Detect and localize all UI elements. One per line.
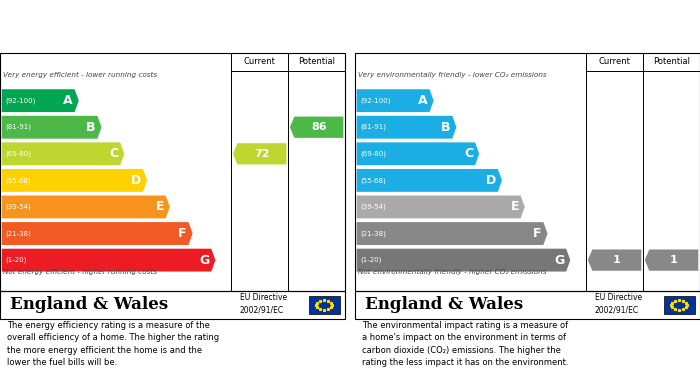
Text: (1-20): (1-20) — [6, 257, 27, 264]
Bar — [664, 296, 695, 314]
Polygon shape — [356, 249, 570, 271]
Bar — [309, 296, 340, 314]
Polygon shape — [588, 249, 641, 271]
Polygon shape — [356, 169, 502, 192]
Text: Current: Current — [598, 57, 631, 66]
Text: E: E — [155, 201, 164, 213]
Polygon shape — [1, 196, 170, 219]
Text: England & Wales: England & Wales — [365, 296, 524, 314]
Text: EU Directive
2002/91/EC: EU Directive 2002/91/EC — [595, 293, 642, 314]
Text: (21-38): (21-38) — [6, 230, 32, 237]
Text: Not energy efficient - higher running costs: Not energy efficient - higher running co… — [4, 269, 158, 274]
Text: (92-100): (92-100) — [6, 97, 36, 104]
Polygon shape — [1, 116, 102, 139]
Polygon shape — [1, 169, 147, 192]
Text: Environmental Impact (CO₂) Rating: Environmental Impact (CO₂) Rating — [363, 20, 610, 33]
Text: 86: 86 — [311, 122, 327, 132]
Text: Current: Current — [244, 57, 276, 66]
Text: Potential: Potential — [298, 57, 335, 66]
Text: A: A — [418, 94, 428, 107]
Text: Energy Efficiency Rating: Energy Efficiency Rating — [8, 20, 181, 33]
Polygon shape — [1, 222, 193, 245]
Text: (69-80): (69-80) — [360, 151, 387, 157]
Text: F: F — [178, 227, 187, 240]
Polygon shape — [645, 249, 699, 271]
Polygon shape — [356, 196, 525, 219]
Text: (81-91): (81-91) — [6, 124, 32, 131]
Text: (92-100): (92-100) — [360, 97, 391, 104]
Text: Very energy efficient - lower running costs: Very energy efficient - lower running co… — [4, 72, 158, 78]
Text: (39-54): (39-54) — [6, 204, 32, 210]
Polygon shape — [233, 143, 286, 165]
Text: G: G — [199, 254, 209, 267]
Text: The energy efficiency rating is a measure of the
overall efficiency of a home. T: The energy efficiency rating is a measur… — [7, 321, 219, 367]
Text: 72: 72 — [254, 149, 270, 159]
Text: Not environmentally friendly - higher CO₂ emissions: Not environmentally friendly - higher CO… — [358, 269, 547, 274]
Text: Very environmentally friendly - lower CO₂ emissions: Very environmentally friendly - lower CO… — [358, 72, 547, 78]
Text: (81-91): (81-91) — [360, 124, 387, 131]
Text: E: E — [510, 201, 519, 213]
Text: (1-20): (1-20) — [360, 257, 382, 264]
Text: Potential: Potential — [653, 57, 690, 66]
Text: EU Directive
2002/91/EC: EU Directive 2002/91/EC — [240, 293, 287, 314]
Text: England & Wales: England & Wales — [10, 296, 169, 314]
Text: 1: 1 — [670, 255, 678, 265]
Polygon shape — [1, 89, 79, 112]
Text: The environmental impact rating is a measure of
a home's impact on the environme: The environmental impact rating is a mea… — [362, 321, 568, 367]
Text: (39-54): (39-54) — [360, 204, 386, 210]
Polygon shape — [356, 116, 456, 139]
Text: (55-68): (55-68) — [6, 177, 32, 184]
Text: D: D — [131, 174, 141, 187]
Text: C: C — [464, 147, 473, 160]
Text: B: B — [441, 121, 451, 134]
Text: C: C — [109, 147, 118, 160]
Text: A: A — [63, 94, 73, 107]
Text: D: D — [486, 174, 496, 187]
Text: F: F — [533, 227, 542, 240]
Text: (21-38): (21-38) — [360, 230, 386, 237]
Text: (55-68): (55-68) — [360, 177, 386, 184]
Polygon shape — [1, 249, 216, 271]
Polygon shape — [1, 142, 125, 165]
Polygon shape — [356, 89, 434, 112]
Text: B: B — [86, 121, 96, 134]
Polygon shape — [356, 142, 480, 165]
Polygon shape — [290, 117, 344, 138]
Text: (69-80): (69-80) — [6, 151, 32, 157]
Text: 1: 1 — [613, 255, 621, 265]
Polygon shape — [356, 222, 547, 245]
Text: G: G — [554, 254, 564, 267]
